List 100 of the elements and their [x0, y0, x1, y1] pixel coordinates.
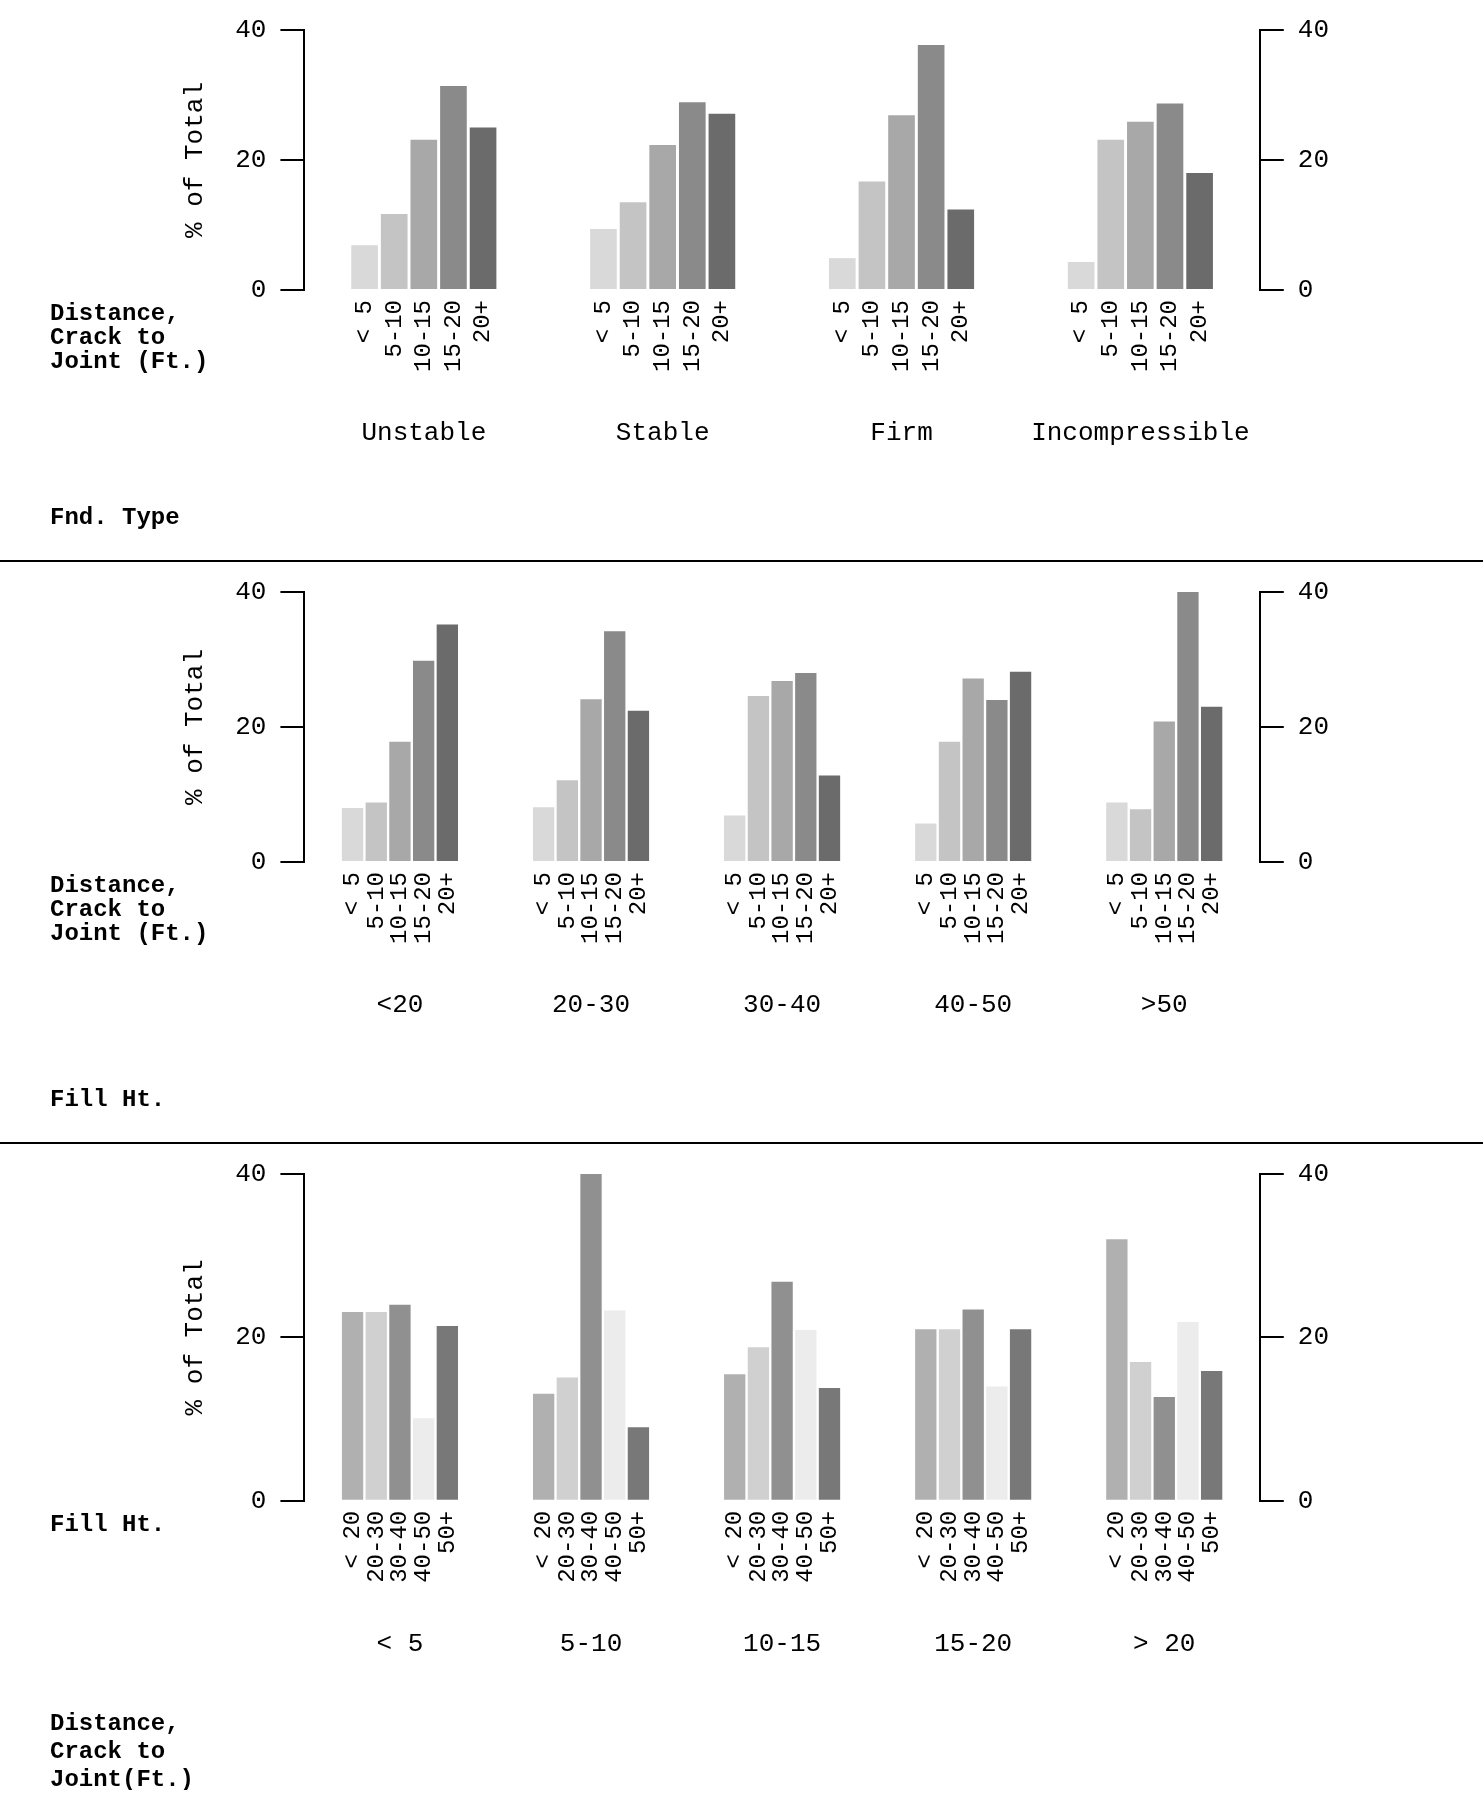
y2-tick-label: 0	[1297, 846, 1314, 877]
text: < 5	[1067, 300, 1095, 344]
bar	[627, 1427, 650, 1500]
bar	[795, 1330, 817, 1500]
x-tick-label: 20-30	[552, 990, 631, 1021]
bar	[986, 700, 1008, 861]
y-tick-label: 40	[235, 1158, 267, 1189]
x-tick-label: 40-50	[934, 990, 1013, 1021]
text: 20+	[947, 300, 975, 344]
bar	[724, 1374, 746, 1500]
x-tick-label: 5-10	[559, 1629, 623, 1660]
bar	[389, 1304, 411, 1500]
bar	[1009, 1329, 1032, 1500]
bar	[556, 780, 578, 861]
bar	[1097, 139, 1125, 289]
text: < 5	[589, 300, 617, 344]
text: 20+	[469, 300, 497, 344]
text: 10-15	[649, 300, 677, 373]
text: 5-10	[380, 300, 408, 358]
text: 15-20	[917, 300, 945, 373]
bar	[962, 678, 984, 861]
bar	[917, 44, 945, 289]
legend-title: Distance, Crack to Joint (Ft.)	[50, 872, 209, 948]
bar	[532, 1393, 555, 1500]
x-tick-label: 10-15	[743, 1629, 822, 1660]
y-axis-title: % of Total	[180, 648, 211, 806]
y-tick-label: 20	[235, 711, 267, 742]
bar	[619, 202, 647, 289]
y-tick-label: 40	[235, 576, 267, 607]
bar	[724, 815, 746, 861]
text: 15-20	[1156, 300, 1184, 373]
x-axis-title: Fill Ht.	[50, 1086, 166, 1114]
x-tick-label: > 20	[1133, 1629, 1196, 1660]
bar	[341, 808, 364, 861]
bar	[389, 741, 411, 861]
x-tick-label: Firm	[870, 418, 933, 449]
text: 20+	[1185, 300, 1213, 344]
text: < 5	[350, 300, 378, 344]
bar	[818, 1388, 841, 1500]
bar	[938, 741, 961, 861]
bar	[580, 1174, 602, 1500]
bar	[938, 1329, 961, 1500]
text: 10-15	[410, 300, 438, 373]
bar	[440, 85, 467, 289]
bar	[708, 113, 736, 289]
x-tick-label: >50	[1140, 990, 1188, 1021]
text: 5-10	[1097, 300, 1125, 358]
bar	[436, 624, 458, 861]
y-axis-title: % of Total	[180, 81, 211, 239]
y2-tick-label: 40	[1297, 576, 1330, 607]
y-tick-label: 0	[250, 846, 267, 877]
bar	[678, 102, 706, 289]
x-tick-label: 30-40	[743, 990, 822, 1021]
y-tick-label: 20	[235, 1322, 267, 1353]
bar	[1153, 1397, 1175, 1500]
bar	[380, 213, 408, 289]
x-tick-label: 15-20	[934, 1629, 1013, 1660]
bar	[1200, 706, 1223, 861]
x-tick-label: < 5	[376, 1629, 424, 1660]
text: 20+	[708, 300, 736, 344]
y-tick-label: 0	[250, 1485, 267, 1516]
bar	[1129, 809, 1152, 861]
bar	[1156, 103, 1184, 289]
bar	[858, 181, 886, 289]
y-tick-label: 0	[250, 274, 267, 305]
bar	[1186, 173, 1213, 289]
bar	[962, 1309, 984, 1500]
bar	[915, 1329, 937, 1500]
text: 5-10	[619, 300, 647, 358]
text: 10-15	[887, 300, 915, 373]
y-tick-label: 40	[235, 14, 267, 45]
bar	[351, 245, 378, 289]
bar	[747, 1347, 770, 1500]
bar	[627, 710, 650, 861]
x-axis-title: Fnd. Type	[50, 504, 180, 532]
x-tick-label: Incompressible	[1031, 418, 1250, 449]
text: 10-15	[1126, 300, 1154, 373]
legend-title: Distance, Crack to Joint (Ft.)	[50, 300, 209, 376]
bar	[771, 681, 793, 861]
y-axis-title: % of Total	[180, 1259, 211, 1416]
bar	[469, 127, 497, 289]
bar	[888, 115, 915, 289]
y2-tick-label: 0	[1297, 274, 1314, 305]
y2-tick-label: 40	[1297, 1158, 1330, 1189]
bar	[1106, 1239, 1128, 1500]
text: 15-20	[678, 300, 706, 373]
bar	[1009, 671, 1032, 861]
legend-title: Fill Ht.	[50, 1510, 166, 1538]
bar	[365, 802, 387, 861]
bar	[412, 660, 435, 861]
x-tick-label: Unstable	[361, 418, 487, 449]
bar	[532, 807, 555, 861]
y2-tick-label: 20	[1297, 144, 1330, 175]
bar	[818, 775, 841, 861]
x-tick-label: Stable	[615, 418, 710, 449]
y2-tick-label: 20	[1297, 1322, 1330, 1353]
bar	[1153, 721, 1175, 861]
bar	[590, 228, 617, 289]
bar	[1106, 802, 1128, 861]
bar	[1200, 1370, 1223, 1500]
